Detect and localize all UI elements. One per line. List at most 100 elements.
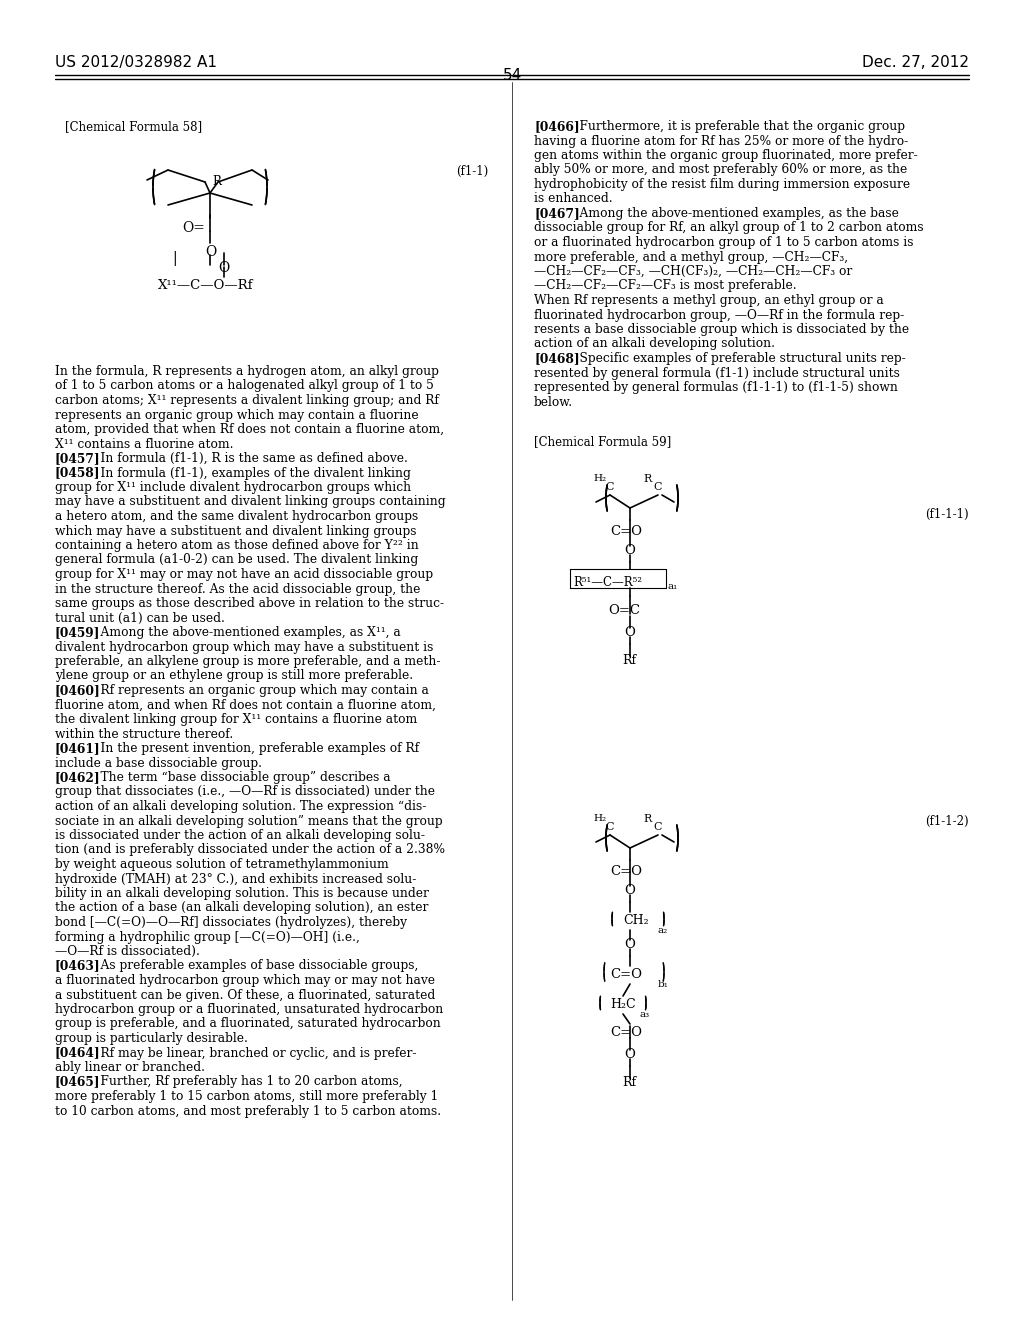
- Text: O: O: [218, 261, 229, 275]
- Text: Rf represents an organic group which may contain a: Rf represents an organic group which may…: [85, 684, 429, 697]
- Text: hydrocarbon group or a fluorinated, unsaturated hydrocarbon: hydrocarbon group or a fluorinated, unsa…: [55, 1003, 443, 1016]
- Text: (f1-1-1): (f1-1-1): [926, 508, 969, 521]
- Text: preferable, an alkylene group is more preferable, and a meth-: preferable, an alkylene group is more pr…: [55, 655, 440, 668]
- Text: resented by general formula (f1-1) include structural units: resented by general formula (f1-1) inclu…: [534, 367, 900, 380]
- Text: represented by general formulas (f1-1-1) to (f1-1-5) shown: represented by general formulas (f1-1-1)…: [534, 381, 898, 393]
- Text: [0467]: [0467]: [534, 207, 580, 220]
- Text: C=O: C=O: [610, 1026, 642, 1039]
- Text: fluorinated hydrocarbon group, —O—Rf in the formula rep-: fluorinated hydrocarbon group, —O—Rf in …: [534, 309, 904, 322]
- Text: In the present invention, preferable examples of Rf: In the present invention, preferable exa…: [85, 742, 419, 755]
- Text: Further, Rf preferably has 1 to 20 carbon atoms,: Further, Rf preferably has 1 to 20 carbo…: [85, 1076, 402, 1089]
- Text: C=O: C=O: [610, 865, 642, 878]
- Text: group for X¹¹ may or may not have an acid dissociable group: group for X¹¹ may or may not have an aci…: [55, 568, 433, 581]
- Text: gen atoms within the organic group fluorinated, more prefer-: gen atoms within the organic group fluor…: [534, 149, 918, 162]
- Text: containing a hetero atom as those defined above for Y²² in: containing a hetero atom as those define…: [55, 539, 419, 552]
- Text: [Chemical Formula 59]: [Chemical Formula 59]: [534, 436, 672, 447]
- Text: Among the above-mentioned examples, as the base: Among the above-mentioned examples, as t…: [563, 207, 899, 220]
- Text: the action of a base (an alkali developing solution), an ester: the action of a base (an alkali developi…: [55, 902, 428, 915]
- Text: the divalent linking group for X¹¹ contains a fluorine atom: the divalent linking group for X¹¹ conta…: [55, 713, 417, 726]
- Text: [0461]: [0461]: [55, 742, 100, 755]
- Text: same groups as those described above in relation to the struc-: same groups as those described above in …: [55, 597, 444, 610]
- Text: a fluorinated hydrocarbon group which may or may not have: a fluorinated hydrocarbon group which ma…: [55, 974, 435, 987]
- Text: sociate in an alkali developing solution” means that the group: sociate in an alkali developing solution…: [55, 814, 442, 828]
- Text: US 2012/0328982 A1: US 2012/0328982 A1: [55, 55, 217, 70]
- Text: R⁵¹—C—R⁵²: R⁵¹—C—R⁵²: [573, 576, 642, 589]
- Text: In the formula, R represents a hydrogen atom, an alkyl group: In the formula, R represents a hydrogen …: [55, 366, 439, 378]
- Text: C: C: [653, 822, 662, 832]
- Text: in the structure thereof. As the acid dissociable group, the: in the structure thereof. As the acid di…: [55, 582, 421, 595]
- Text: group that dissociates (i.e., —O—Rf is dissociated) under the: group that dissociates (i.e., —O—Rf is d…: [55, 785, 435, 799]
- Text: X¹¹ contains a fluorine atom.: X¹¹ contains a fluorine atom.: [55, 437, 233, 450]
- Text: a hetero atom, and the same divalent hydrocarbon groups: a hetero atom, and the same divalent hyd…: [55, 510, 418, 523]
- Text: H₂C: H₂C: [610, 998, 636, 1011]
- Text: R: R: [643, 474, 651, 484]
- Text: general formula (a1-0-2) can be used. The divalent linking: general formula (a1-0-2) can be used. Th…: [55, 553, 418, 566]
- Text: ylene group or an ethylene group is still more preferable.: ylene group or an ethylene group is stil…: [55, 669, 413, 682]
- Text: of 1 to 5 carbon atoms or a halogenated alkyl group of 1 to 5: of 1 to 5 carbon atoms or a halogenated …: [55, 380, 434, 392]
- Text: to 10 carbon atoms, and most preferably 1 to 5 carbon atoms.: to 10 carbon atoms, and most preferably …: [55, 1105, 441, 1118]
- Text: Rf: Rf: [622, 653, 636, 667]
- Text: a₂: a₂: [658, 927, 669, 935]
- Text: H₂: H₂: [593, 474, 606, 483]
- Text: a₃: a₃: [640, 1010, 650, 1019]
- Text: —O—Rf is dissociated).: —O—Rf is dissociated).: [55, 945, 200, 958]
- Text: include a base dissociable group.: include a base dissociable group.: [55, 756, 262, 770]
- Text: having a fluorine atom for Rf has 25% or more of the hydro-: having a fluorine atom for Rf has 25% or…: [534, 135, 908, 148]
- Text: [0462]: [0462]: [55, 771, 100, 784]
- Text: [0458]: [0458]: [55, 466, 100, 479]
- Text: [0468]: [0468]: [534, 352, 580, 366]
- Text: resents a base dissociable group which is dissociated by the: resents a base dissociable group which i…: [534, 323, 909, 337]
- Text: When Rf represents a methyl group, an ethyl group or a: When Rf represents a methyl group, an et…: [534, 294, 884, 308]
- Text: dissociable group for Rf, an alkyl group of 1 to 2 carbon atoms: dissociable group for Rf, an alkyl group…: [534, 222, 924, 235]
- Text: [0460]: [0460]: [55, 684, 100, 697]
- Text: which may have a substituent and divalent linking groups: which may have a substituent and divalen…: [55, 524, 417, 537]
- Text: In formula (f1-1), examples of the divalent linking: In formula (f1-1), examples of the dival…: [85, 466, 411, 479]
- Text: O=C: O=C: [608, 605, 640, 616]
- Text: group is preferable, and a fluorinated, saturated hydrocarbon: group is preferable, and a fluorinated, …: [55, 1018, 440, 1031]
- Text: O: O: [624, 626, 635, 639]
- Text: C: C: [653, 482, 662, 492]
- Text: 54: 54: [503, 69, 521, 83]
- Text: [0466]: [0466]: [534, 120, 580, 133]
- Text: O: O: [624, 544, 635, 557]
- Text: CH₂: CH₂: [623, 913, 648, 927]
- Text: H₂: H₂: [593, 814, 606, 822]
- Text: b₁: b₁: [658, 979, 669, 989]
- Text: [0459]: [0459]: [55, 626, 100, 639]
- Text: (f1-1): (f1-1): [456, 165, 488, 178]
- Text: action of an alkali developing solution.: action of an alkali developing solution.: [534, 338, 775, 351]
- Text: C: C: [605, 822, 613, 832]
- Text: C=O: C=O: [610, 968, 642, 981]
- Text: O: O: [205, 246, 216, 259]
- Text: is dissociated under the action of an alkali developing solu-: is dissociated under the action of an al…: [55, 829, 425, 842]
- Text: group for X¹¹ include divalent hydrocarbon groups which: group for X¹¹ include divalent hydrocarb…: [55, 480, 411, 494]
- Text: forming a hydrophilic group [—C(=O)—OH] (i.e.,: forming a hydrophilic group [—C(=O)—OH] …: [55, 931, 359, 944]
- Text: Specific examples of preferable structural units rep-: Specific examples of preferable structur…: [563, 352, 905, 366]
- Text: O=: O=: [182, 220, 205, 235]
- Text: O: O: [624, 1048, 635, 1061]
- Text: C: C: [605, 482, 613, 492]
- Text: ably 50% or more, and most preferably 60% or more, as the: ably 50% or more, and most preferably 60…: [534, 164, 907, 177]
- Text: is enhanced.: is enhanced.: [534, 193, 612, 206]
- Text: Dec. 27, 2012: Dec. 27, 2012: [862, 55, 969, 70]
- Text: [0465]: [0465]: [55, 1076, 100, 1089]
- Text: (f1-1-2): (f1-1-2): [926, 814, 969, 828]
- Text: group is particularly desirable.: group is particularly desirable.: [55, 1032, 248, 1045]
- Text: may have a substituent and divalent linking groups containing: may have a substituent and divalent link…: [55, 495, 445, 508]
- Text: ably linear or branched.: ably linear or branched.: [55, 1061, 205, 1074]
- Text: As preferable examples of base dissociable groups,: As preferable examples of base dissociab…: [85, 960, 418, 973]
- Text: [0464]: [0464]: [55, 1047, 100, 1060]
- Text: Among the above-mentioned examples, as X¹¹, a: Among the above-mentioned examples, as X…: [85, 626, 400, 639]
- Text: below.: below.: [534, 396, 573, 408]
- Text: The term “base dissociable group” describes a: The term “base dissociable group” descri…: [85, 771, 390, 784]
- Text: —CH₂—CF₂—CF₃, —CH(CF₃)₂, —CH₂—CH₂—CF₃ or: —CH₂—CF₂—CF₃, —CH(CF₃)₂, —CH₂—CH₂—CF₃ or: [534, 265, 852, 279]
- Text: [Chemical Formula 58]: [Chemical Formula 58]: [65, 120, 202, 133]
- Text: —CH₂—CF₂—CF₂—CF₃ is most preferable.: —CH₂—CF₂—CF₂—CF₃ is most preferable.: [534, 280, 797, 293]
- Text: hydrophobicity of the resist film during immersion exposure: hydrophobicity of the resist film during…: [534, 178, 910, 191]
- Text: divalent hydrocarbon group which may have a substituent is: divalent hydrocarbon group which may hav…: [55, 640, 433, 653]
- Text: more preferably 1 to 15 carbon atoms, still more preferably 1: more preferably 1 to 15 carbon atoms, st…: [55, 1090, 438, 1104]
- Text: |: |: [172, 251, 176, 267]
- Text: R: R: [643, 814, 651, 824]
- Text: C=O: C=O: [610, 525, 642, 539]
- Text: Rf may be linear, branched or cyclic, and is prefer-: Rf may be linear, branched or cyclic, an…: [85, 1047, 416, 1060]
